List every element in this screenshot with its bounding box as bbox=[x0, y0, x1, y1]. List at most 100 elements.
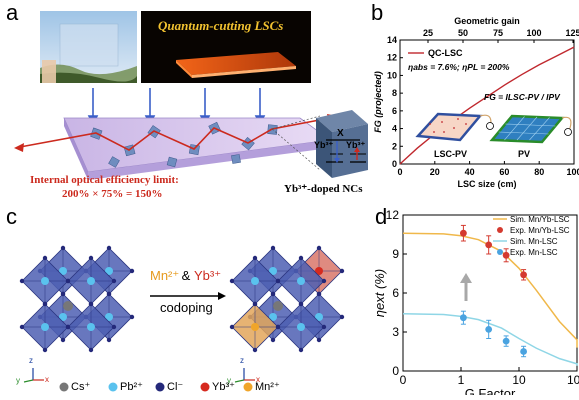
nc-label: Yb³⁺-doped NCs bbox=[284, 183, 363, 195]
x-tick-label: 1 bbox=[458, 373, 465, 387]
chart-b: 0 20 40 60 80 100 0 2 4 6 8 10 12 14 25 50 75 100 125 Geome… bbox=[373, 16, 579, 189]
b-site-atom bbox=[269, 313, 277, 321]
b-site-atom bbox=[41, 277, 49, 285]
b-site-atom bbox=[59, 267, 67, 275]
y-tick-label: 6 bbox=[392, 106, 397, 116]
inset-pv-panel bbox=[489, 114, 565, 144]
cl-atom bbox=[60, 337, 66, 343]
axis-triad-left bbox=[23, 368, 44, 383]
panel-a-illustration bbox=[14, 11, 368, 180]
inset-meter bbox=[486, 122, 494, 130]
cl-atom bbox=[19, 324, 25, 330]
y-tick-label: 0 bbox=[392, 159, 397, 169]
cl-atom bbox=[88, 301, 94, 307]
axis-label-y-left: y bbox=[16, 376, 20, 385]
cl-atom bbox=[106, 337, 112, 343]
x-tick-label: 10 bbox=[512, 373, 526, 387]
data-point-3 bbox=[502, 337, 510, 345]
y-tick-label: 12 bbox=[387, 53, 397, 63]
cl-atom bbox=[129, 314, 135, 320]
top-tick-label: 50 bbox=[458, 28, 468, 38]
cl-atom bbox=[229, 324, 235, 330]
perovskite-lattice-codoped bbox=[229, 245, 345, 353]
level-label-yb-left: Yb³⁺ bbox=[314, 140, 334, 150]
chart-d-plot: 0 1 10 100 0 3 6 9 12 G Factor ηext (%) Sim. Mn/Yb-… bbox=[375, 208, 579, 395]
x-tick-label: 0 bbox=[400, 373, 407, 387]
panel-label-d: d bbox=[375, 204, 388, 229]
legend-cl: Cl⁻ bbox=[167, 381, 184, 393]
top-tick-label: 100 bbox=[526, 28, 541, 38]
cl-atom bbox=[42, 255, 48, 261]
b-site-atom bbox=[59, 313, 67, 321]
legend-mn: Mn²⁺ bbox=[255, 381, 280, 393]
photo-quantum-cutting-lsc bbox=[141, 11, 311, 83]
cl-atom bbox=[88, 255, 94, 261]
axis-label-x-right: x bbox=[256, 375, 260, 384]
legend-swatch-3 bbox=[497, 249, 503, 255]
axis-label-z-right: z bbox=[240, 356, 244, 365]
b-site-atom bbox=[315, 267, 323, 275]
inset-pv-grid bbox=[504, 116, 525, 141]
b-site-atom bbox=[87, 277, 95, 285]
y-tick-label: 9 bbox=[392, 247, 399, 261]
legend-swatch-1 bbox=[497, 227, 503, 233]
photo-title: Quantum-cutting LSCs bbox=[158, 18, 284, 33]
cs-atom bbox=[273, 301, 283, 311]
x-tick-label: 40 bbox=[465, 167, 475, 177]
data-point-3 bbox=[520, 348, 527, 355]
b-site-atom bbox=[297, 323, 305, 331]
b-site-atom bbox=[269, 267, 277, 275]
cl-atom bbox=[316, 337, 322, 343]
cl-atom bbox=[111, 324, 117, 330]
cl-atom bbox=[60, 245, 66, 251]
chart-b-plot: 0 20 40 60 80 100 0 2 4 6 8 10 12 14 25 50 75 100 125 Geome… bbox=[373, 16, 579, 189]
b-site-atom bbox=[105, 267, 113, 275]
efficiency-limit-line1: Internal optical efficiency limit: bbox=[30, 174, 179, 186]
cs-atom bbox=[63, 301, 73, 311]
annotation-efficiency: ηabs = 7.6%; ηPL = 200% bbox=[408, 62, 510, 72]
b-site-atom bbox=[297, 277, 305, 285]
cl-atom bbox=[339, 268, 345, 274]
cl-atom bbox=[298, 255, 304, 261]
cl-atom bbox=[275, 324, 281, 330]
cl-atom bbox=[270, 337, 276, 343]
cl-atom bbox=[316, 245, 322, 251]
cl-atom bbox=[111, 278, 117, 284]
x-axis-label: G Factor bbox=[465, 386, 516, 395]
legend-cs: Cs⁺ bbox=[71, 381, 91, 393]
inset-pv-grid bbox=[505, 123, 556, 127]
cl-atom bbox=[42, 301, 48, 307]
axis-label-z-left: z bbox=[29, 356, 33, 365]
b-site-atom bbox=[105, 313, 113, 321]
y-tick-label: 0 bbox=[392, 364, 399, 378]
panel-c: Mn²⁺ & Yb³⁺ codoping z y x z y x Cs⁺ Pb²… bbox=[0, 200, 375, 395]
perovskite-lattice-pristine bbox=[19, 245, 135, 353]
panel-a: Quantum-cutting LSCs X Yb³⁺ Yb³⁺ Interna… bbox=[0, 0, 370, 200]
x-tick-label: 80 bbox=[534, 167, 544, 177]
cl-atom bbox=[339, 314, 345, 320]
photo-transparent-lsc bbox=[40, 11, 137, 83]
level-label-yb-right: Yb³⁺ bbox=[346, 140, 366, 150]
codoping-arrowhead bbox=[218, 292, 226, 300]
panel-label-c: c bbox=[6, 204, 17, 229]
panel-label-a: a bbox=[6, 0, 19, 25]
data-point-1 bbox=[520, 271, 527, 279]
y-tick-label: 4 bbox=[392, 124, 397, 134]
y-tick-label: 8 bbox=[392, 88, 397, 98]
cl-atom bbox=[60, 291, 66, 297]
legend-label-qc-lsc: QC-LSC bbox=[428, 48, 463, 58]
cl-atom bbox=[270, 245, 276, 251]
waveguide-arrow-left bbox=[14, 143, 24, 152]
y-axis-label: FG (projected) bbox=[373, 71, 383, 133]
cl-atom bbox=[129, 268, 135, 274]
dopant-mn: Mn²⁺ bbox=[150, 268, 180, 283]
improvement-arrowhead bbox=[460, 273, 472, 283]
inset-dot bbox=[443, 131, 445, 133]
data-point-1 bbox=[460, 229, 467, 237]
y-tick-label: 3 bbox=[392, 325, 399, 339]
b-site-atom bbox=[315, 313, 323, 321]
cl-atom bbox=[298, 301, 304, 307]
axis-label-x-left: x bbox=[45, 375, 49, 384]
cl-atom bbox=[270, 291, 276, 297]
efficiency-limit-line2: 200% × 75% = 150% bbox=[62, 188, 163, 200]
